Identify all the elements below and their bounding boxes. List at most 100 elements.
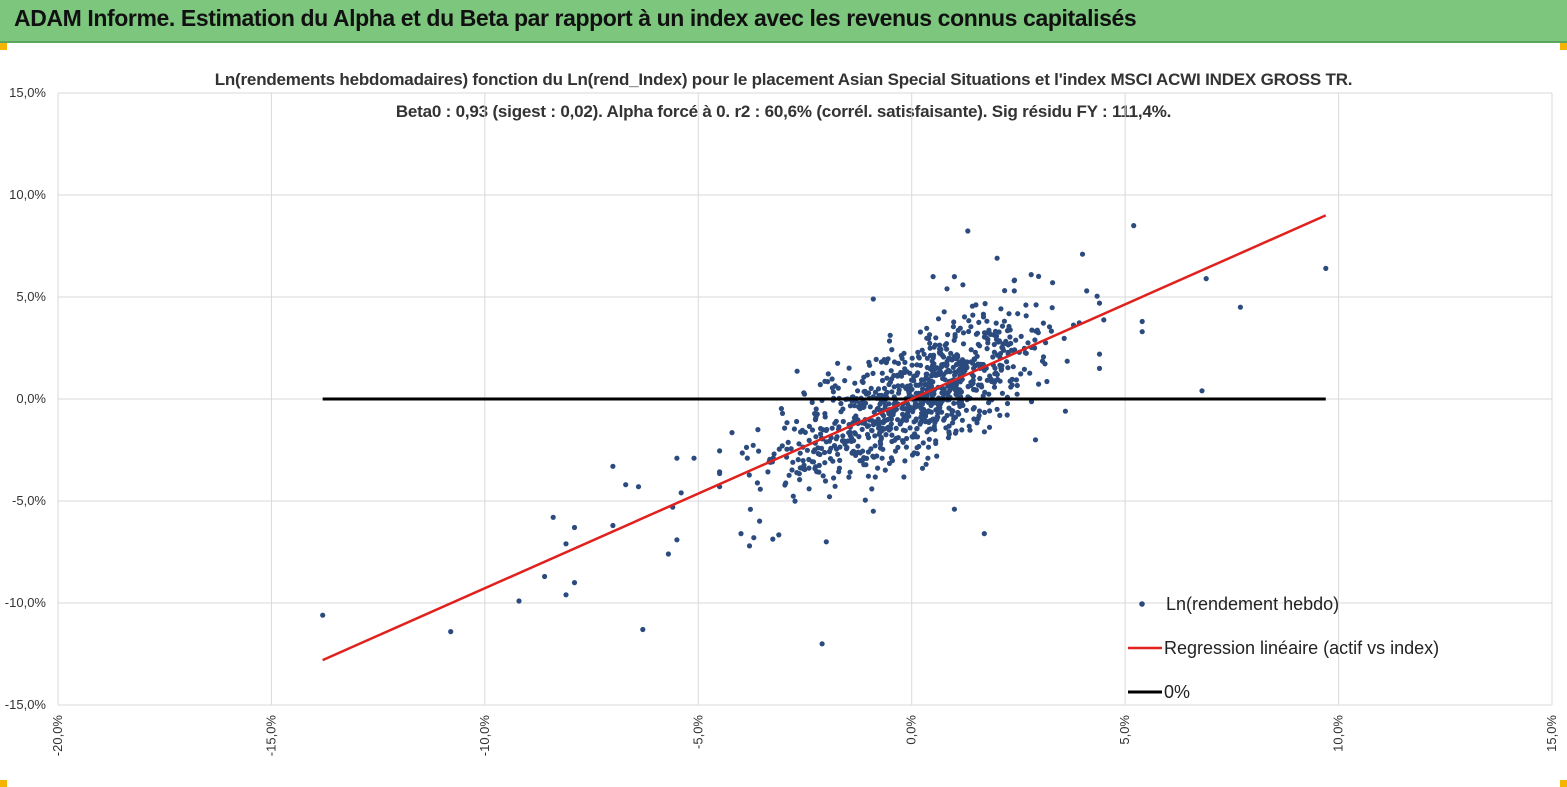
data-point	[770, 536, 776, 542]
data-point	[951, 274, 958, 280]
data-point	[899, 405, 905, 411]
data-point	[798, 429, 804, 435]
data-point	[516, 598, 522, 604]
data-point	[790, 459, 796, 465]
data-point	[901, 474, 907, 480]
data-point	[1008, 384, 1014, 390]
data-point	[751, 535, 757, 541]
regression-line	[322, 214, 1327, 662]
data-point	[851, 438, 857, 444]
data-point	[951, 506, 958, 512]
data-point	[927, 332, 933, 338]
data-point	[881, 426, 887, 432]
data-point	[968, 347, 974, 353]
data-point	[852, 430, 858, 436]
data-point	[794, 368, 800, 374]
data-point	[811, 449, 817, 455]
data-point	[797, 477, 803, 483]
data-point	[550, 514, 556, 520]
data-point	[840, 433, 846, 439]
data-point	[812, 465, 818, 472]
data-point	[1014, 391, 1020, 397]
data-point	[836, 465, 843, 471]
data-point	[826, 449, 833, 455]
data-point	[951, 400, 957, 406]
data-point	[952, 414, 959, 420]
data-point	[674, 455, 680, 461]
data-point	[951, 337, 957, 343]
data-point	[448, 629, 454, 635]
data-point	[610, 522, 616, 529]
data-point	[1079, 251, 1086, 257]
data-point	[895, 383, 901, 389]
data-point	[563, 541, 569, 547]
data-point	[984, 318, 990, 324]
data-point	[969, 303, 976, 309]
data-point	[922, 419, 929, 425]
data-point	[933, 372, 939, 378]
data-point	[938, 369, 944, 375]
data-point	[984, 346, 990, 352]
data-point	[795, 457, 801, 463]
data-point	[919, 347, 925, 353]
data-point	[1014, 382, 1020, 389]
data-point	[981, 531, 987, 537]
data-point	[817, 382, 823, 388]
data-point	[898, 369, 904, 376]
data-point	[856, 434, 862, 440]
data-point	[952, 430, 959, 436]
data-point	[942, 377, 948, 383]
data-point	[970, 380, 976, 386]
data-point	[623, 482, 629, 488]
data-point	[909, 434, 915, 440]
legend-marker-points	[1139, 601, 1145, 607]
data-point	[915, 403, 921, 409]
data-point	[918, 381, 924, 387]
data-point	[1094, 293, 1100, 299]
y-tick-label: 15,0%	[9, 85, 46, 100]
data-point	[913, 382, 919, 388]
title-banner: ADAM Informe. Estimation du Alpha et du …	[0, 0, 1567, 43]
legend-label-regression: Regression linéaire (actif vs index)	[1164, 638, 1439, 658]
data-point	[965, 228, 971, 234]
data-point	[783, 480, 789, 486]
data-point	[790, 493, 796, 499]
data-point	[831, 475, 837, 481]
data-point	[837, 457, 843, 463]
data-point	[542, 573, 548, 580]
data-point	[902, 458, 908, 464]
data-point	[993, 320, 999, 326]
data-point	[895, 417, 901, 423]
data-point	[892, 448, 899, 454]
data-point	[830, 458, 836, 464]
data-point	[868, 446, 874, 452]
data-point	[945, 332, 951, 338]
data-point	[934, 407, 940, 413]
data-point	[861, 389, 867, 395]
data-point	[822, 378, 828, 384]
data-point	[929, 363, 936, 369]
data-point	[806, 423, 813, 429]
data-point	[864, 431, 871, 438]
data-point	[868, 385, 874, 391]
x-tick-label: -20,0%	[50, 715, 65, 757]
data-point	[930, 274, 936, 280]
corner-marker-top-left	[0, 43, 7, 50]
data-point	[888, 416, 895, 422]
data-point	[916, 443, 922, 450]
data-point	[1022, 350, 1028, 356]
data-point	[960, 330, 967, 336]
data-point	[960, 282, 966, 288]
data-point	[941, 309, 947, 315]
data-point	[818, 445, 825, 451]
data-point	[900, 438, 906, 444]
data-point	[928, 409, 934, 415]
data-point	[872, 389, 879, 395]
data-point	[998, 365, 1004, 371]
data-point	[957, 366, 963, 372]
data-point	[992, 378, 998, 384]
data-point	[851, 403, 858, 409]
data-point	[1084, 288, 1090, 294]
data-point	[635, 484, 642, 490]
data-point	[927, 426, 933, 432]
